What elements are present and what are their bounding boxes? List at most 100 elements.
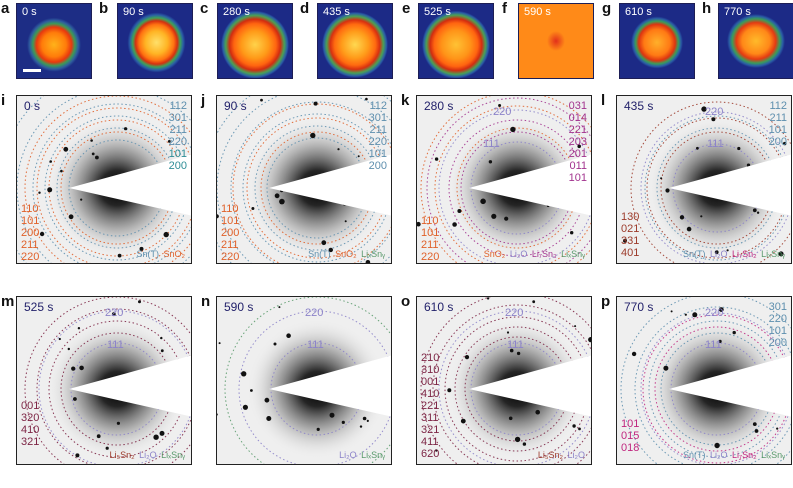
diffraction-spot (139, 246, 144, 251)
panel-letter-o: o (401, 293, 411, 310)
legend-entry: LiₓSnᵧ (561, 249, 585, 259)
diffraction-spot (359, 425, 363, 428)
index-label: 101 (421, 227, 440, 239)
diffraction-spot (752, 422, 757, 426)
time-label: 770 s (724, 6, 751, 18)
diffraction-spot (153, 434, 159, 440)
index-label: 220 (21, 251, 40, 263)
diffraction-spot (71, 366, 76, 371)
diffraction-spot (660, 177, 663, 180)
diffraction-spot (776, 427, 779, 430)
diffraction-spot (778, 251, 784, 257)
diffraction-spot (570, 231, 574, 235)
index-label: 200 (768, 136, 787, 148)
time-label: 590 s (524, 6, 551, 18)
index-label: 220 (421, 251, 440, 263)
index-label-center-mid: 111 (705, 339, 722, 351)
index-label: 211 (769, 112, 787, 124)
diffraction-spot (273, 342, 277, 346)
diffraction-spot (159, 430, 165, 436)
index-label-center-mid: 111 (307, 339, 324, 351)
diffraction-ring (434, 105, 591, 263)
diffraction-image (617, 297, 791, 464)
diffraction-spot (623, 238, 627, 243)
diffraction-ring (420, 96, 591, 263)
legend-entry: Li₇Sn₂ (732, 450, 757, 460)
panel-letter-j: j (201, 92, 206, 109)
index-label-center-mid: 111 (507, 339, 524, 351)
diffraction-pattern-l: 435 s 220 111 112 211 101 200 130 021 33… (616, 95, 792, 264)
diffraction-spot (67, 347, 70, 351)
index-label: 211 (21, 239, 39, 251)
diffraction-spot (447, 388, 452, 393)
panel-letter-e: e (402, 0, 411, 17)
panel-letter-n: n (201, 293, 211, 310)
index-labels-lower-left: 110 101 200 211 220 (221, 203, 239, 263)
index-label: 001 (21, 400, 40, 412)
diffraction-spot (574, 325, 577, 328)
phase-legend: Sn(T) SnO₂ (136, 249, 187, 259)
diffraction-spot (718, 339, 722, 343)
diffraction-spot (726, 249, 729, 252)
index-label: 211 (169, 124, 187, 136)
diffraction-spot (286, 333, 291, 338)
index-label: 110 (21, 203, 39, 215)
index-label: 021 (621, 223, 640, 235)
legend-entry: LiₓSnᵧ (161, 450, 185, 460)
index-labels-upper-right: 301 220 101 200 (769, 301, 787, 349)
legend-entry: Sn(T) (682, 249, 706, 259)
phase-legend: Sn(T) Li₂O Li₇Sn₂ LiₓSnᵧ (683, 249, 787, 259)
diffraction-spot (365, 260, 371, 263)
diffraction-spot (163, 231, 169, 238)
diffraction-spot (266, 416, 272, 421)
diffraction-spot (508, 416, 513, 421)
chemical-map-h: 770 s (718, 3, 793, 79)
legend-entry: Li₇Sn₃ (531, 249, 557, 259)
diffraction-spot (434, 157, 439, 161)
diffraction-ring (420, 297, 591, 464)
time-label: 0 s (24, 99, 41, 113)
diffraction-spot (260, 98, 263, 102)
legend-entry: LiₓSnᵧ (761, 450, 785, 460)
beam-stopper (469, 355, 591, 417)
diffraction-spot (49, 160, 52, 163)
chemical-map-g: 610 s (619, 3, 695, 79)
diffraction-pattern-n: 590 s 220 111 Li₂O LiₓSnᵧ (216, 296, 392, 465)
diffraction-spot (578, 427, 581, 431)
panel-letter-p: p (601, 293, 611, 310)
diffraction-spot (217, 214, 219, 219)
diffraction-ring (634, 306, 791, 464)
index-label: 411 (421, 436, 439, 448)
diffraction-spot (105, 446, 109, 450)
index-label: 401 (621, 247, 640, 259)
time-label: 525 s (24, 300, 54, 314)
diffraction-ring (630, 101, 791, 263)
diffraction-ring (238, 310, 391, 464)
diffraction-image (217, 297, 391, 464)
legend-entry: Li₅Sn₂ (537, 450, 563, 460)
diffraction-spot (665, 188, 670, 193)
diffraction-spot (337, 148, 340, 151)
index-labels-upper-right: 031 014 221 203 201 011 101 (569, 100, 587, 184)
diffraction-spot (73, 397, 77, 401)
index-label: 331 (621, 235, 640, 247)
diffraction-spot (535, 409, 540, 415)
diffraction-ring (36, 107, 191, 263)
diffraction-spot (365, 97, 368, 101)
diffraction-spot (417, 221, 421, 227)
diffraction-spot (460, 418, 466, 424)
diffraction-image (17, 297, 191, 464)
beam-stopper (669, 355, 791, 417)
index-labels-lower-left: 130 021 331 401 (621, 211, 639, 259)
diffraction-image (617, 96, 791, 263)
diffraction-spot (242, 404, 248, 410)
beam-stopper (269, 355, 391, 417)
index-label: 101 (768, 325, 787, 337)
diffraction-image (417, 297, 591, 464)
diffraction-spot (701, 106, 707, 112)
index-label: 018 (621, 442, 640, 454)
diffraction-spot (278, 306, 281, 309)
legend-entry: LiₓSnᵧ (361, 249, 385, 259)
diffraction-pattern-m: 525 s 220 111 001 320 410 321 Li₅Sn₂ Li₂… (16, 296, 192, 465)
legend-entry: Li₇Sn₂ (732, 249, 757, 259)
